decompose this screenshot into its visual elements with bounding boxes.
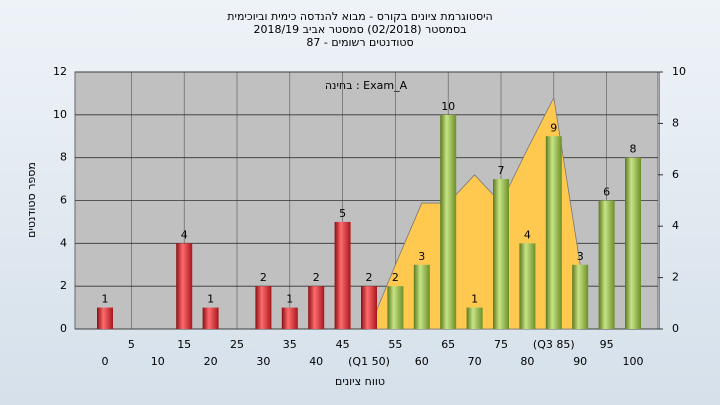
data-label: 1	[207, 293, 214, 306]
x-tick-label: (Q1 50)	[348, 355, 390, 368]
data-label: 3	[577, 250, 584, 263]
bar	[361, 286, 377, 329]
data-label: 5	[339, 207, 346, 220]
data-label: 2	[313, 271, 320, 284]
bar	[493, 179, 509, 329]
bar	[545, 136, 562, 329]
bar	[202, 307, 219, 329]
x-tick-label: 55	[388, 338, 402, 351]
y-tick-label: 4	[60, 236, 67, 249]
bar	[334, 221, 351, 329]
bar	[598, 200, 615, 329]
x-tick-label: 45	[336, 338, 350, 351]
bar	[572, 264, 589, 329]
bar	[466, 307, 483, 329]
title-line: בסמסטר (02/2018) סמסטר אביב 2018/19	[253, 23, 466, 36]
data-label: 6	[603, 186, 610, 199]
data-label: 2	[392, 271, 399, 284]
data-label: 2	[260, 271, 267, 284]
x-axis-label: טווח ציונים	[335, 375, 385, 388]
y2-tick-label: 0	[672, 322, 679, 335]
data-label: 3	[418, 250, 425, 263]
bar	[519, 243, 536, 329]
y2-tick-label: 4	[672, 219, 679, 232]
x-tick-label: 100	[623, 355, 644, 368]
y-tick-label: 2	[60, 279, 67, 292]
bar	[255, 286, 272, 329]
x-tick-label: 0	[102, 355, 109, 368]
y2-tick-label: 6	[672, 168, 679, 181]
y2-tick-label: 10	[672, 65, 686, 78]
data-label: 4	[524, 228, 531, 241]
data-label: 1	[102, 293, 109, 306]
x-tick-label: 20	[204, 355, 218, 368]
x-tick-label: 95	[600, 338, 614, 351]
x-tick-label: 30	[256, 355, 270, 368]
data-label: 4	[181, 228, 188, 241]
bar	[176, 243, 193, 329]
y-tick-label: 8	[60, 151, 67, 164]
title-line: היסטוגרמת ציונים בקורס - מבוא להנדסה כימ…	[227, 10, 493, 23]
data-label: 9	[550, 121, 557, 134]
x-tick-label: 70	[468, 355, 482, 368]
y2-tick-label: 2	[672, 271, 679, 284]
y-tick-label: 6	[60, 194, 67, 207]
bar	[97, 307, 113, 329]
x-tick-label: 75	[494, 338, 508, 351]
bar	[281, 307, 298, 329]
bar	[625, 157, 641, 329]
y-tick-label: 0	[60, 322, 67, 335]
x-tick-label: 25	[230, 338, 244, 351]
x-tick-label: 80	[520, 355, 534, 368]
data-label: 8	[630, 143, 637, 156]
bar	[387, 286, 404, 329]
y-axis-label: מספר סטודנטים	[25, 162, 38, 238]
title-line: סטודנטים רשומים - 87	[306, 36, 413, 49]
data-label: 2	[366, 271, 373, 284]
data-label: 7	[498, 164, 505, 177]
data-label: 1	[471, 293, 478, 306]
x-tick-label: 40	[309, 355, 323, 368]
bar	[413, 264, 430, 329]
x-tick-label: 35	[283, 338, 297, 351]
x-tick-label: 90	[573, 355, 587, 368]
x-tick-label: (Q3 85)	[533, 338, 575, 351]
bar	[308, 286, 325, 329]
data-label: 10	[441, 100, 455, 113]
annotation: בחינה : Exam_A	[325, 79, 408, 92]
x-tick-label: 10	[151, 355, 165, 368]
y-tick-label: 10	[53, 108, 67, 121]
data-label: 1	[286, 293, 293, 306]
bar	[440, 114, 457, 329]
x-tick-label: 15	[177, 338, 191, 351]
y2-tick-label: 8	[672, 116, 679, 129]
x-tick-label: 65	[441, 338, 455, 351]
x-tick-label: 60	[415, 355, 429, 368]
y-tick-label: 12	[53, 65, 67, 78]
x-tick-label: 5	[128, 338, 135, 351]
